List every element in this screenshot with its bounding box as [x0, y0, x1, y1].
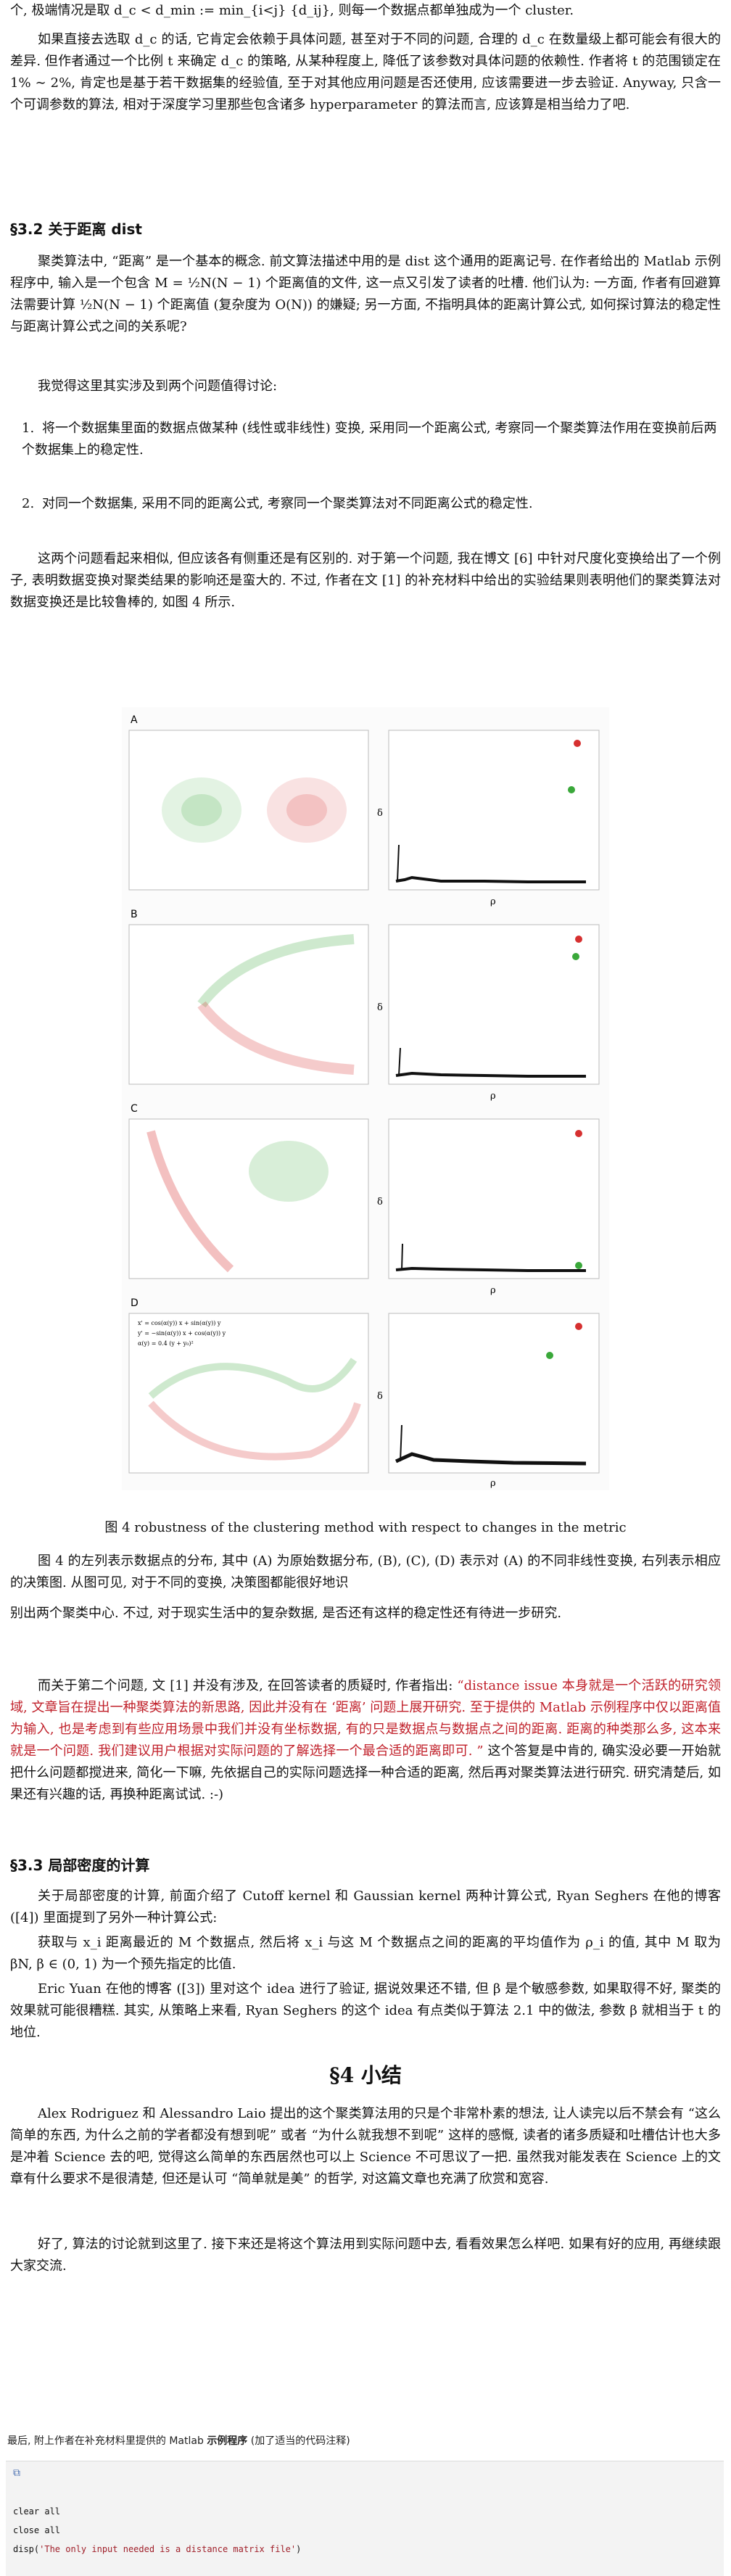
- panel-d-green-cluster: [148, 1358, 358, 1399]
- panel-a-center-red: [574, 740, 581, 747]
- panel-label-c: C: [131, 1103, 138, 1115]
- paragraph-summary: Alex Rodriguez 和 Alessandro Laio 提出的这个聚类…: [10, 2106, 721, 2187]
- panel-c-red-cluster: [146, 1130, 234, 1273]
- panel-d-scatter: [128, 1313, 369, 1474]
- paragraph-figure-explanation-b: 别出两个聚类中心. 不过, 对于现实生活中的复杂数据, 是否还有这样的稳定性还有…: [10, 1606, 562, 1621]
- panel-b-decision: [388, 924, 600, 1085]
- panel-c-center-green: [575, 1262, 582, 1269]
- section-heading-4: §4 小结: [329, 2063, 402, 2087]
- panel-b-center-red: [575, 936, 582, 943]
- panel-b-center-green: [572, 953, 579, 960]
- panel-a-green-cluster: [162, 777, 241, 843]
- code-link[interactable]: 示例程序: [207, 2435, 248, 2447]
- paragraph-distance-concept: 聚类算法中, “距离” 是一个基本的概念. 前文算法描述中用的是 dist 这个…: [10, 254, 721, 334]
- code-line-1: clear all: [13, 2506, 61, 2517]
- code-block: ⧉ clear all close all disp('The only inp…: [6, 2461, 724, 2576]
- list-item-1: 1. 将一个数据集里面的数据点做某种 (线性或非线性) 变换, 采用同一个距离公式…: [22, 421, 717, 458]
- paragraph-author-reply: 而关于第二个问题, 文 [1] 并没有涉及, 在回答读者的质疑时, 作者指出: …: [10, 1678, 721, 1802]
- paragraph-ryan-formula: 获取与 x_i 距离最近的 M 个数据点, 然后将 x_i 与这 M 个数据点之…: [10, 1935, 721, 1972]
- panel-a-decision-spike: [397, 844, 400, 882]
- panel-d-xlabel: ρ: [490, 1478, 496, 1489]
- panel-c-ylabel: δ: [377, 1197, 383, 1208]
- panel-label-d: D: [131, 1297, 139, 1309]
- panel-c-center-red: [575, 1130, 582, 1137]
- panel-b-scatter: [128, 924, 369, 1085]
- panel-label-a: A: [131, 714, 138, 726]
- panel-b-red-cluster: [197, 1001, 355, 1075]
- paragraph-two-issues: 我觉得这里其实涉及到两个问题值得讨论:: [38, 379, 278, 394]
- paragraph-robustness: 这两个问题看起来相似, 但应该各有侧重还是有区别的. 对于第一个问题, 我在博文…: [10, 551, 721, 610]
- copy-code-icon[interactable]: ⧉: [13, 2467, 20, 2479]
- paragraph-dc-selection: 如果直接去选取 d_c 的话, 它肯定会依赖于具体问题, 甚至对于不同的问题, …: [10, 32, 721, 112]
- figure-4: A δ ρ B δ: [122, 707, 609, 1490]
- panel-d-formula-3: α(y) = 0.4 (y + y₀)²: [138, 1340, 194, 1347]
- code-line-2: close all: [13, 2525, 61, 2535]
- panel-d-ylabel: δ: [377, 1391, 383, 1402]
- panel-a-center-green: [568, 786, 575, 793]
- panel-a-decision: [388, 730, 600, 891]
- panel-b-ylabel: δ: [377, 1002, 383, 1013]
- panel-d-center-red: [575, 1323, 582, 1330]
- panel-d-decision: [388, 1313, 600, 1474]
- panel-c-decision: [388, 1118, 600, 1279]
- paragraph-closing: 好了, 算法的讨论就到这里了. 接下来还是将这个算法用到实际问题中去, 看看效果…: [10, 2237, 721, 2274]
- code-line-3: disp('The only input needed is a distanc…: [13, 2544, 302, 2554]
- panel-a-ylabel: δ: [377, 808, 383, 819]
- section-heading-3-3: §3.3 局部密度的计算: [10, 1857, 150, 1874]
- paragraph-local-density: 关于局部密度的计算, 前面介绍了 Cutoff kernel 和 Gaussia…: [10, 1888, 721, 1925]
- panel-d-formula-1: x' = cos(α(y)) x + sin(α(y)) y: [138, 1320, 221, 1326]
- panel-c-green-cluster: [249, 1141, 329, 1202]
- panel-d-red-cluster: [148, 1400, 361, 1461]
- code-intro-label: 最后, 附上作者在补充材料里提供的 Matlab 示例程序 (加了适当的代码注释…: [7, 2435, 350, 2447]
- panel-a-decision-points: [395, 875, 586, 883]
- paragraph-figure-explanation-a: 图 4 的左列表示数据点的分布, 其中 (A) 为原始数据分布, (B), (C…: [10, 1553, 721, 1590]
- section-heading-3-2: §3.2 关于距离 dist: [10, 220, 142, 238]
- paragraph-intro-end: 个, 极端情况是取 d_c < d_min := min_{i<j} {d_ij…: [10, 3, 574, 18]
- panel-a-scatter: [128, 730, 369, 891]
- panel-b-decision-spike: [398, 1047, 401, 1076]
- figure-4-svg: A δ ρ B δ: [128, 714, 600, 1489]
- panel-b-decision-points: [395, 1071, 586, 1078]
- author-quote: “distance issue 本身就是一个活跃的研究领域, 文章旨在提出一种聚…: [10, 1678, 721, 1759]
- panel-c-decision-points: [395, 1266, 586, 1272]
- panel-b-xlabel: ρ: [490, 1091, 496, 1102]
- panel-c-scatter: [128, 1118, 369, 1279]
- panel-d-decision-spike: [400, 1424, 402, 1462]
- panel-c-xlabel: ρ: [490, 1285, 496, 1296]
- panel-d-decision-points: [395, 1452, 587, 1466]
- panel-a-xlabel: ρ: [490, 896, 496, 907]
- panel-d-center-green: [546, 1352, 553, 1359]
- figure-4-caption: 图 4 robustness of the clustering method …: [104, 1520, 627, 1535]
- panel-b-green-cluster: [197, 934, 355, 1008]
- panel-d-formula-2: y' = −sin(α(y)) x + cos(α(y)) y: [137, 1330, 226, 1337]
- list-item-2: 2. 对同一个数据集, 采用不同的距离公式, 考察同一个聚类算法对不同距离公式的稳…: [22, 496, 533, 511]
- panel-a-red-cluster: [267, 777, 347, 843]
- panel-label-b: B: [131, 909, 138, 920]
- paragraph-eric-yuan: Eric Yuan 在他的博客 ([3]) 里对这个 idea 进行了验证, 据…: [10, 1981, 721, 2040]
